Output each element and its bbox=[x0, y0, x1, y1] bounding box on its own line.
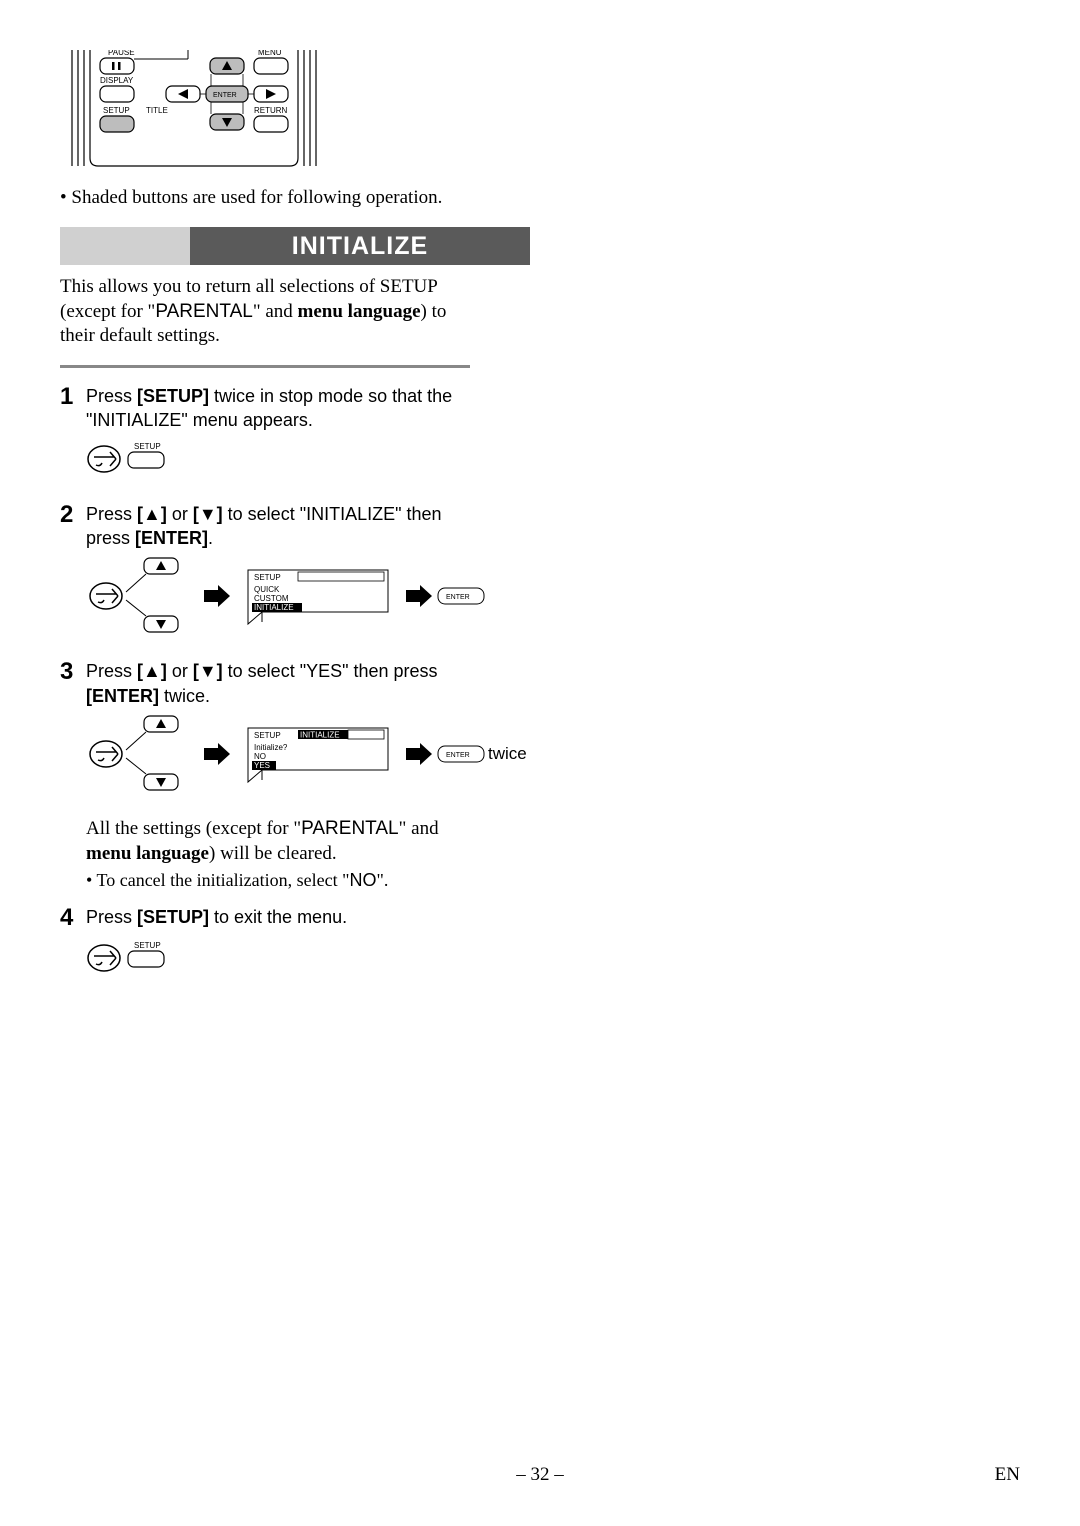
arrow-icon3 bbox=[204, 743, 230, 765]
setup-btn-label: SETUP bbox=[134, 442, 161, 451]
s4b: to exit the menu. bbox=[209, 907, 347, 927]
intro-l3: their default settings. bbox=[60, 325, 220, 346]
menu-label: MENU bbox=[258, 50, 282, 57]
menu2-i3: INITIALIZE bbox=[254, 603, 294, 612]
step-3-figure: SETUP INITIALIZE Initialize? NO YES ENTE… bbox=[86, 714, 1020, 799]
intro-l2a: (except for " bbox=[60, 301, 155, 322]
step-4: 4 Press [SETUP] to exit the menu. bbox=[60, 905, 1020, 931]
step-1: 1 Press [SETUP] twice in stop mode so th… bbox=[60, 384, 1020, 433]
menu-button bbox=[254, 58, 288, 74]
step-1-body: Press [SETUP] twice in stop mode so that… bbox=[86, 384, 516, 433]
s3a: Press bbox=[86, 661, 137, 681]
s3-or: or bbox=[167, 661, 193, 681]
step-3-num: 3 bbox=[60, 659, 86, 708]
intro-l1: This allows you to return all selections… bbox=[60, 276, 438, 297]
menu2-i2: CUSTOM bbox=[254, 594, 289, 603]
setup-btn-icon4 bbox=[128, 951, 164, 967]
menu3-header: INITIALIZE bbox=[300, 730, 340, 739]
r1b: " and bbox=[399, 818, 439, 839]
menu2-i1: QUICK bbox=[254, 585, 280, 594]
s3-down: [▼] bbox=[193, 661, 223, 681]
arrow-icon2 bbox=[406, 585, 432, 607]
step-2-num: 2 bbox=[60, 502, 86, 551]
s2b: to select "INITIALIZE" then bbox=[223, 504, 442, 524]
enter-label: ENTER bbox=[213, 92, 237, 99]
s3-enter: [ENTER] bbox=[86, 686, 159, 706]
s2d: . bbox=[208, 528, 213, 548]
setup-btn-label4: SETUP bbox=[134, 941, 161, 950]
display-button bbox=[100, 86, 134, 102]
menu3-yes: YES bbox=[254, 761, 270, 770]
page-footer: – 32 – EN bbox=[60, 1464, 1020, 1486]
intro-menu-lang: menu language bbox=[298, 301, 421, 322]
twice-label: twice bbox=[488, 744, 527, 763]
intro-l2b: " and bbox=[253, 301, 298, 322]
step-4-body: Press [SETUP] to exit the menu. bbox=[86, 905, 516, 931]
setup-button bbox=[100, 116, 134, 132]
menu2-title: SETUP bbox=[254, 573, 281, 582]
step-2-body: Press [▲] or [▼] to select "INITIALIZE" … bbox=[86, 502, 516, 551]
divider bbox=[60, 365, 470, 368]
c1: • To cancel the initialization, select " bbox=[86, 870, 349, 890]
header-title: INITIALIZE bbox=[190, 227, 530, 265]
c2: ". bbox=[376, 870, 388, 890]
cancel-note: • To cancel the initialization, select "… bbox=[86, 870, 1020, 891]
s1a: Press bbox=[86, 386, 137, 406]
enter-pill-label: ENTER bbox=[446, 594, 470, 601]
return-label: RETURN bbox=[254, 106, 288, 115]
menu3-no: NO bbox=[254, 752, 266, 761]
step-3-body: Press [▲] or [▼] to select "YES" then pr… bbox=[86, 659, 516, 708]
intro-parental: PARENTAL bbox=[155, 301, 253, 322]
s1b: twice in stop mode so that the bbox=[209, 386, 452, 406]
initialize-menu: SETUP INITIALIZE Initialize? NO YES bbox=[248, 728, 388, 782]
r1a: All the settings (except for " bbox=[86, 818, 301, 839]
remote-diagram: PAUSE MENU DISPLAY ENTER SETUP TITLE bbox=[70, 50, 1020, 175]
intro-text: This allows you to return all selections… bbox=[60, 275, 520, 349]
s2a: Press bbox=[86, 504, 137, 524]
s1-setup: [SETUP] bbox=[137, 386, 209, 406]
setup-label: SETUP bbox=[103, 106, 130, 115]
s2-up: [▲] bbox=[137, 504, 167, 524]
step-3: 3 Press [▲] or [▼] to select "YES" then … bbox=[60, 659, 1020, 708]
step-4-figure: SETUP bbox=[86, 938, 1020, 983]
enter-pill-label2: ENTER bbox=[446, 752, 470, 759]
s2c: press bbox=[86, 528, 135, 548]
s1c: "INITIALIZE" menu appears. bbox=[86, 410, 313, 430]
step-1-figure: SETUP bbox=[86, 439, 1020, 484]
step-2-figure: SETUP QUICK CUSTOM INITIALIZE ENTER bbox=[86, 556, 1020, 641]
r-menu-lang: menu language bbox=[86, 843, 209, 864]
arrow-icon bbox=[204, 585, 230, 607]
s4-setup: [SETUP] bbox=[137, 907, 209, 927]
pause-label: PAUSE bbox=[108, 50, 135, 57]
s3-up: [▲] bbox=[137, 661, 167, 681]
arrow-icon4 bbox=[406, 743, 432, 765]
page-lang: EN bbox=[995, 1464, 1020, 1486]
s2-enter: [ENTER] bbox=[135, 528, 208, 548]
display-label: DISPLAY bbox=[100, 76, 134, 85]
return-button bbox=[254, 116, 288, 132]
menu3-prompt: Initialize? bbox=[254, 743, 288, 752]
s4a: Press bbox=[86, 907, 137, 927]
r-parental: PARENTAL bbox=[301, 818, 399, 839]
header-grey-bar bbox=[60, 227, 190, 265]
step-2: 2 Press [▲] or [▼] to select "INITIALIZE… bbox=[60, 502, 1020, 551]
title-label: TITLE bbox=[146, 106, 168, 115]
section-header: INITIALIZE bbox=[60, 227, 1020, 265]
s2-or: or bbox=[167, 504, 193, 524]
page-number: – 32 – bbox=[516, 1464, 564, 1486]
step-4-num: 4 bbox=[60, 905, 86, 931]
menu3-title: SETUP bbox=[254, 731, 281, 740]
s2-down: [▼] bbox=[193, 504, 223, 524]
result-text: All the settings (except for "PARENTAL" … bbox=[86, 817, 516, 866]
shaded-note: • Shaded buttons are used for following … bbox=[60, 187, 1020, 209]
pause-button bbox=[100, 58, 134, 74]
s3b: to select "YES" then press bbox=[223, 661, 438, 681]
setup-menu: SETUP QUICK CUSTOM INITIALIZE bbox=[248, 570, 388, 624]
s3c: twice. bbox=[159, 686, 210, 706]
r2b: ) will be cleared. bbox=[209, 843, 337, 864]
setup-btn-icon bbox=[128, 452, 164, 468]
intro-l2c: ) to bbox=[421, 301, 447, 322]
step-1-num: 1 bbox=[60, 384, 86, 433]
c-no: NO bbox=[349, 870, 376, 890]
